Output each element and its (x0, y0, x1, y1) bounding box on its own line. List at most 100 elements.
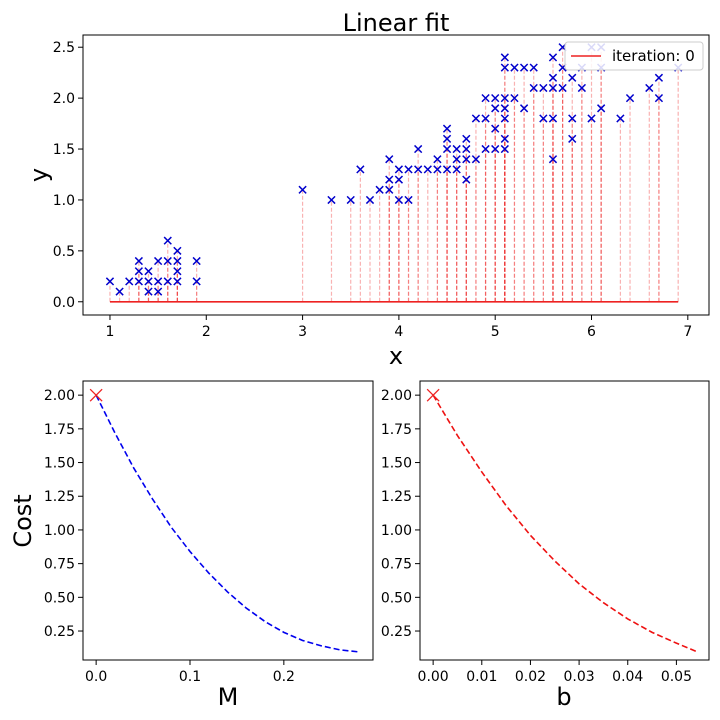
linear-fit-x-label: x (389, 342, 403, 370)
data-point (105, 277, 115, 286)
data-point (491, 144, 500, 154)
data-point (125, 277, 134, 286)
data-point (442, 124, 452, 133)
data-point (510, 63, 519, 72)
cost-vs-b-axes-frame (419, 380, 710, 661)
cost-vs-b-y-tick-label: 1.25 (381, 489, 412, 505)
data-point (548, 114, 558, 123)
data-point (115, 287, 124, 296)
cost-vs-b-y-tick-label: 0.25 (381, 624, 412, 640)
data-point (539, 83, 548, 93)
legend-box (564, 41, 704, 71)
cost-vs-m-y-tick-label: 0.25 (44, 624, 75, 640)
cost-vs-b-current-marker (426, 388, 440, 402)
data-point (462, 134, 471, 143)
data-point (462, 175, 471, 184)
cost-vs-m-y-tick-label: 0.75 (44, 557, 75, 573)
cost-vs-m-panel: 0.0 0.1 0.2 0.25 0.50 0.75 1.00 1.25 1.50 1.75 2.… (9, 380, 374, 711)
data-point (414, 165, 423, 174)
data-point (500, 114, 509, 123)
data-point (654, 93, 664, 103)
data-point (134, 256, 143, 266)
data-point (500, 53, 509, 62)
data-point (433, 155, 442, 164)
data-point (365, 195, 375, 205)
cost-vs-b-x-label: b (556, 683, 571, 711)
cost-vs-m-current-x-marker (89, 388, 103, 402)
data-point (414, 144, 423, 154)
data-point (471, 155, 481, 164)
data-point (500, 104, 509, 113)
data-point (568, 73, 577, 82)
linear-fit-x-tick-label: 1 (106, 324, 115, 340)
cost-vs-m-y-tick-label: 1.25 (44, 489, 75, 505)
data-point (442, 134, 452, 143)
cost-vs-m-x-tick-label: 0.2 (273, 669, 295, 685)
linear-fit-x-tick-label: 4 (394, 324, 403, 340)
data-point (394, 175, 404, 184)
data-point (529, 63, 538, 72)
linear-fit-x-tick-label: 2 (202, 324, 211, 340)
linear-fit-x-tick-label: 3 (298, 324, 307, 340)
linear-fit-y-tick-label: 1.5 (53, 142, 75, 158)
data-point (394, 165, 404, 174)
data-point (346, 195, 355, 205)
data-point (577, 83, 587, 93)
linear-fit-y-tick-label: 0.5 (53, 244, 75, 260)
cost-vs-b-line (432, 394, 697, 652)
data-point (500, 144, 509, 154)
data-point (173, 256, 182, 266)
linear-fit-y-tick-label: 1.0 (53, 193, 75, 209)
cost-vs-b-current-x-marker (426, 388, 440, 402)
data-point (529, 83, 538, 93)
linear-fit-y-tick-label: 2.5 (53, 40, 75, 56)
cost-vs-m-x-ticks: 0.0 0.1 0.2 (85, 660, 295, 685)
data-point (385, 155, 394, 164)
cost-vs-m-y-tick-label: 1.75 (44, 422, 75, 438)
data-point (144, 277, 153, 286)
linear-fit-x-tick-label: 5 (491, 324, 500, 340)
data-point (163, 277, 172, 286)
cost-vs-b-x-tick-label: 0.05 (661, 669, 692, 685)
data-point (548, 53, 558, 62)
linear-fit-title: Linear fit (343, 9, 450, 37)
cost-vs-m-y-tick-label: 2.00 (44, 388, 75, 404)
data-point (452, 144, 461, 154)
data-point (491, 124, 500, 133)
data-point (481, 144, 490, 154)
data-point (510, 93, 519, 103)
data-point (481, 93, 490, 103)
data-point (394, 195, 404, 205)
data-point (539, 114, 548, 123)
cost-y-label: Cost (9, 494, 37, 547)
legend: iteration: 0 (564, 41, 704, 71)
data-point (153, 256, 163, 266)
cost-vs-b-y-tick-label: 0.50 (381, 590, 412, 606)
data-point (558, 83, 567, 93)
data-point (442, 144, 452, 154)
data-point (144, 267, 153, 276)
data-point (548, 155, 558, 164)
data-point (134, 267, 143, 276)
data-point (625, 93, 635, 103)
cost-vs-m-axes-frame (82, 380, 374, 661)
cost-vs-b-y-tick-label: 1.75 (381, 422, 412, 438)
linear-fit-y-tick-label: 0.0 (53, 295, 75, 311)
data-point (173, 267, 182, 276)
data-point (452, 155, 461, 164)
data-point (462, 155, 471, 164)
data-point (442, 165, 452, 174)
data-point (385, 175, 394, 184)
cost-vs-m-y-tick-label: 1.00 (44, 523, 75, 539)
data-point (645, 83, 654, 93)
cost-vs-b-x-tick-label: 0.03 (564, 669, 595, 685)
data-point (568, 114, 577, 123)
data-point (144, 287, 153, 296)
data-point (385, 185, 394, 194)
data-point (481, 114, 490, 123)
cost-vs-b-y-tick-label: 0.75 (381, 557, 412, 573)
data-point (404, 195, 413, 205)
data-point (597, 104, 606, 113)
cost-vs-m-x-label: M (218, 683, 239, 711)
